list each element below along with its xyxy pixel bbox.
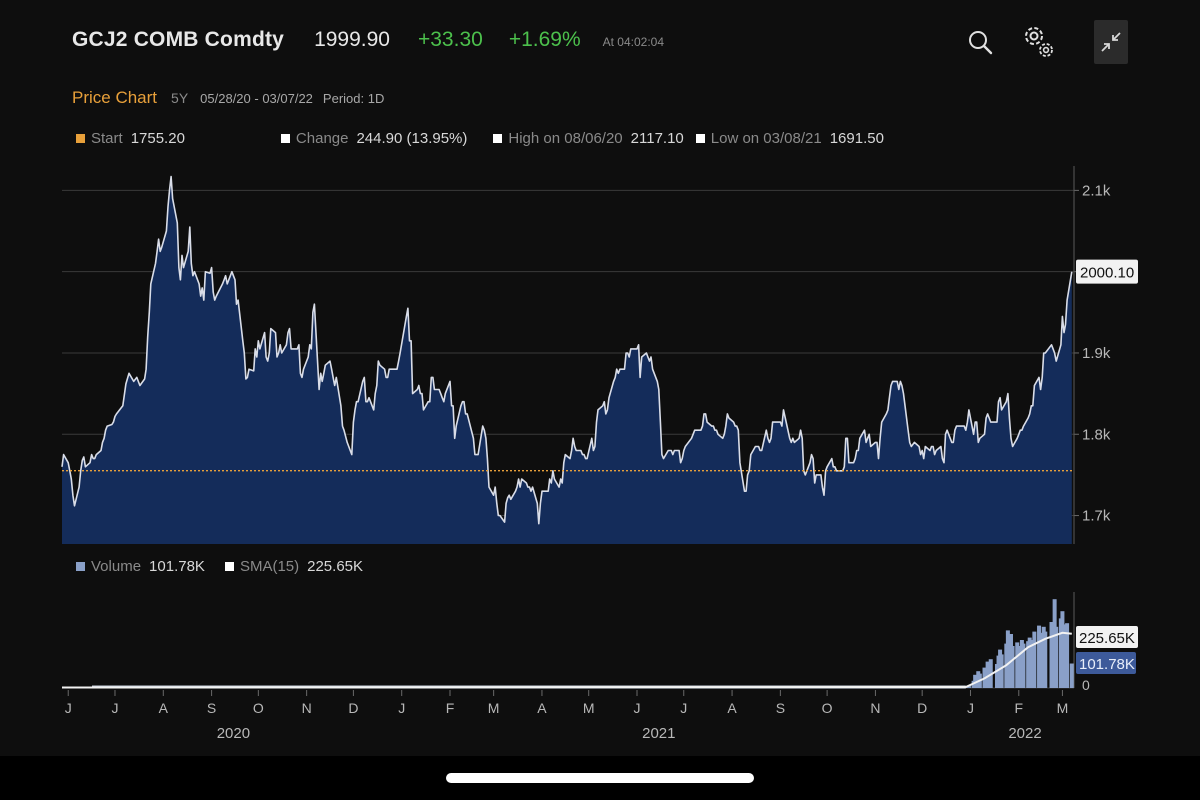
x-tick-label: J (65, 700, 72, 716)
sma-line (61, 631, 1072, 689)
price-line (61, 175, 1073, 525)
sma-label: SMA(15) (239, 558, 300, 575)
last-price-badge-label: 2000.10 (1080, 265, 1134, 282)
settings-icon (1025, 27, 1053, 57)
stat-high-label: High on 08/06/20 (508, 130, 623, 147)
x-tick-label: O (253, 700, 264, 716)
x-tick-label: J (111, 700, 118, 716)
legend-volume: Volume 101.78K (76, 558, 205, 575)
y-tick-label: 1.8k (1082, 426, 1111, 443)
x-tick-label: D (917, 700, 927, 716)
legend-sma: SMA(15) 225.65K (224, 558, 364, 575)
x-tick-label: A (537, 700, 547, 716)
x-year-label: 2022 (1008, 725, 1041, 742)
volume-bar (1021, 643, 1026, 688)
sma-value: 225.65K (307, 558, 364, 575)
sma-swatch (224, 562, 234, 571)
x-tick-label: J (398, 700, 405, 716)
x-tick-label: J (634, 700, 641, 716)
stat-high: High on 08/06/20 2117.10 (493, 130, 684, 147)
volume-bar (1010, 646, 1015, 688)
net-change: +33.30 (417, 28, 483, 51)
volume-bar (1065, 623, 1070, 688)
price-volume-chart[interactable]: 1.7k 1.8k 1.9k 2.1k 2000.10 0 225.65K 101.78K J J… (0, 0, 1200, 756)
x-tick-label: N (302, 700, 312, 716)
volume-badge (1076, 652, 1136, 674)
y-tick-label: 1.9k (1082, 345, 1111, 362)
stat-high-value: 2117.10 (630, 130, 684, 147)
price-area (62, 176, 1072, 544)
x-year-label: 2021 (642, 725, 675, 742)
price-stats: Start 1755.20 Change 244.90 (13.95%) Hig… (76, 130, 884, 147)
stat-low-label: Low on 03/08/21 (710, 130, 822, 147)
volume-badge-label: 101.78K (1079, 656, 1135, 673)
volume-legend: Volume 101.78K SMA(15) 225.65K (76, 558, 363, 575)
date-range[interactable]: 05/28/20 - 03/07/22 (200, 91, 313, 106)
stat-change-label: Change (295, 130, 349, 147)
collapse-button[interactable] (1094, 20, 1128, 64)
ticker-symbol[interactable]: GCJ2 COMB Comdty (72, 28, 285, 51)
stat-change-value: 244.90 (13.95%) (356, 130, 468, 147)
start-swatch (76, 134, 85, 143)
x-tick-label: J (680, 700, 687, 716)
stat-change: Change 244.90 (13.95%) (280, 130, 468, 147)
volume-value: 101.78K (149, 558, 205, 575)
range-selector[interactable]: 5Y (171, 90, 189, 106)
x-tick-label: S (776, 700, 785, 716)
x-tick-label: A (159, 700, 169, 716)
x-tick-label: A (727, 700, 737, 716)
last-price-badge (1076, 259, 1138, 284)
search-icon (969, 31, 993, 55)
chart-screen: GCJ2 COMB Comdty 1999.90 +33.30 +1.69% A… (0, 0, 1200, 756)
last-price: 1999.90 (314, 28, 390, 51)
stat-start-label: Start (91, 130, 123, 147)
period-selector[interactable]: Period: 1D (322, 91, 385, 106)
stat-low: Low on 03/08/21 1691.50 (695, 130, 884, 147)
x-tick-label: M (583, 700, 595, 716)
volume-label: Volume (91, 558, 142, 575)
volume-bar (966, 685, 971, 688)
x-tick-label: F (446, 700, 455, 716)
y-tick-label: 2.1k (1082, 182, 1111, 199)
x-tick-label: F (1015, 700, 1024, 716)
high-swatch (493, 134, 503, 143)
x-tick-label: M (488, 700, 500, 716)
percent-change: +1.69% (508, 28, 581, 51)
x-tick-label: S (207, 700, 216, 716)
chart-subheader: Price Chart 5Y 05/28/20 - 03/07/22 Perio… (72, 88, 384, 108)
x-tick-label: N (870, 700, 880, 716)
chart-title[interactable]: Price Chart (72, 88, 158, 107)
volume-swatch (76, 562, 85, 571)
sma-badge-label: 225.65K (1079, 630, 1135, 647)
y-tick-label: 1.7k (1082, 508, 1111, 525)
quote-header: GCJ2 COMB Comdty 1999.90 +33.30 +1.69% A… (72, 28, 664, 60)
quote-timestamp: At 04:02:04 (602, 35, 665, 49)
sma-badge (1076, 626, 1138, 648)
stat-low-value: 1691.50 (829, 130, 884, 147)
volume-bar (999, 654, 1004, 688)
x-tick-label: D (348, 700, 358, 716)
low-swatch (695, 134, 705, 143)
volume-bar (1054, 626, 1059, 688)
settings-button[interactable] (1020, 22, 1056, 62)
volume-zero-label: 0 (1082, 677, 1090, 693)
home-indicator[interactable] (446, 773, 754, 783)
volume-bar (1069, 663, 1074, 688)
volume-bar (1043, 631, 1048, 688)
search-button[interactable] (962, 22, 998, 62)
stat-start-value: 1755.20 (130, 130, 185, 147)
collapse-icon (1101, 32, 1121, 52)
change-swatch (280, 134, 290, 143)
x-tick-label: M (1057, 700, 1069, 716)
x-year-label: 2020 (217, 725, 250, 742)
x-tick-label: J (967, 700, 974, 716)
volume-bar (1032, 631, 1037, 688)
x-tick-label: O (822, 700, 833, 716)
stat-start: Start 1755.20 (76, 130, 185, 147)
